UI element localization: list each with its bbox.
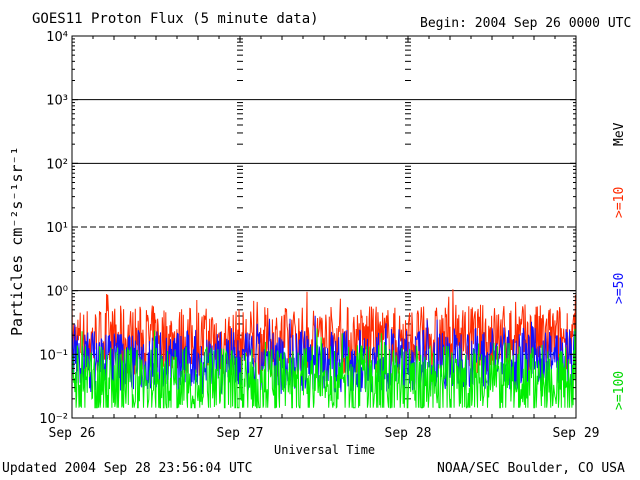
y-tick-label: 10² (46, 157, 68, 172)
credit-label: NOAA/SEC Boulder, CO USA (437, 461, 625, 476)
legend-50mev: >=50 (612, 272, 627, 304)
y-tick-label: 10³ (46, 94, 68, 109)
y-tick-label: 10⁻¹ (39, 348, 68, 363)
y-tick-label: 10⁴ (46, 30, 68, 45)
begin-label: Begin: 2004 Sep 26 0000 UTC (420, 16, 632, 31)
legend-100mev: >=100 (612, 370, 627, 410)
legend-10mev: >=10 (612, 186, 627, 218)
x-tick-label: Sep 26 (49, 426, 96, 441)
chart-title: GOES11 Proton Flux (5 minute data) (32, 11, 319, 27)
series-line-2 (71, 328, 577, 409)
y-tick-label: 10⁻² (39, 412, 68, 427)
x-tick-label: Sep 28 (385, 426, 432, 441)
x-axis-label: Universal Time (274, 443, 376, 457)
y-axis-label: Particles cm⁻²s⁻¹sr⁻¹ (8, 146, 26, 336)
y-tick-label: 10¹ (46, 221, 68, 236)
unit-label: MeV (612, 122, 627, 146)
updated-label: Updated 2004 Sep 28 23:56:04 UTC (2, 461, 253, 476)
x-tick-label: Sep 29 (553, 426, 600, 441)
x-tick-label: Sep 27 (217, 426, 264, 441)
y-tick-label: 10⁰ (46, 285, 68, 300)
